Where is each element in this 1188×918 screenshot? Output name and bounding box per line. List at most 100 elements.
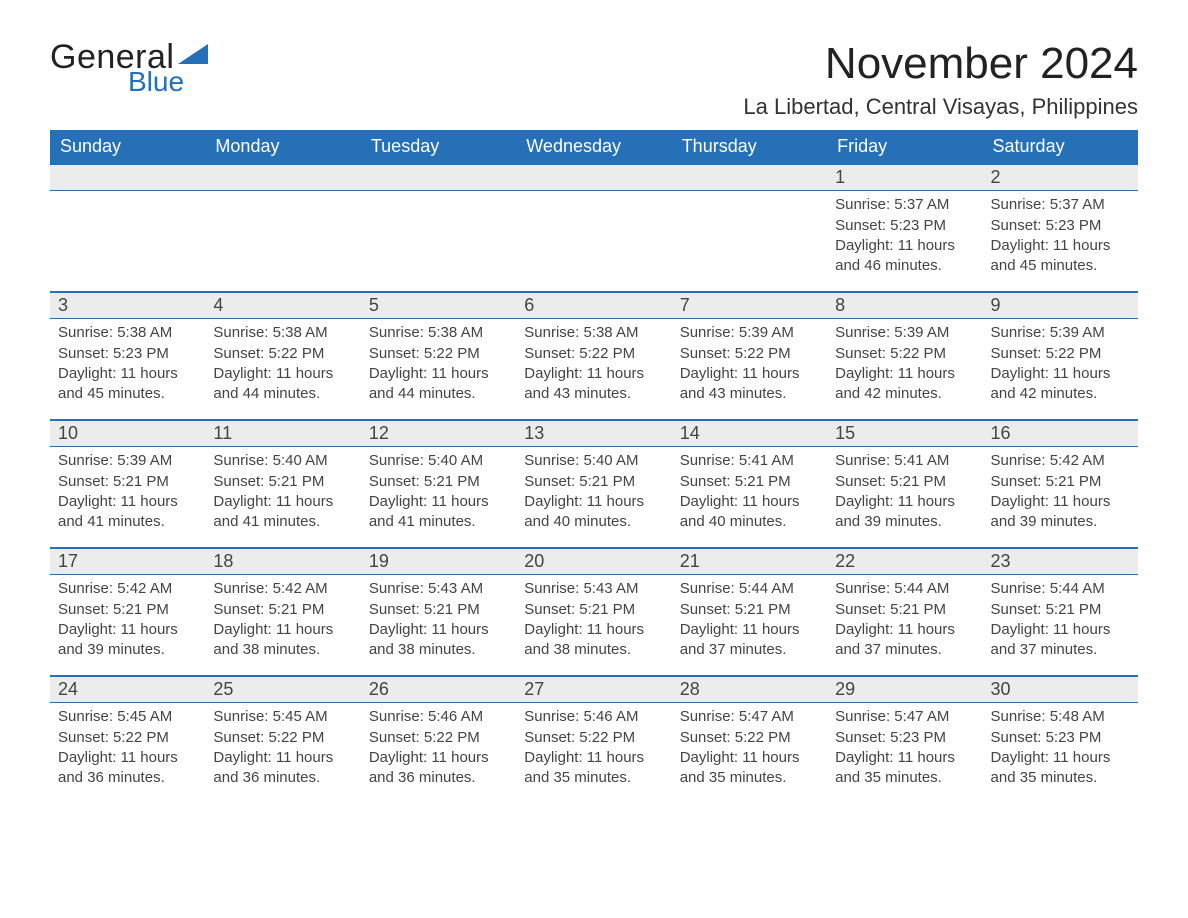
calendar-cell: 14Sunrise: 5:41 AMSunset: 5:21 PMDayligh… [672,419,827,547]
sunset-line: Sunset: 5:22 PM [835,344,974,364]
sunrise-line: Sunrise: 5:39 AM [835,323,974,343]
calendar-table: SundayMondayTuesdayWednesdayThursdayFrid… [50,130,1138,803]
sunset-line: Sunset: 5:21 PM [991,600,1130,620]
daylight-line: Daylight: 11 hours and 45 minutes. [991,236,1130,277]
day-details: Sunrise: 5:39 AMSunset: 5:22 PMDaylight:… [827,319,982,404]
sunset-line: Sunset: 5:21 PM [58,472,197,492]
calendar-cell: 23Sunrise: 5:44 AMSunset: 5:21 PMDayligh… [983,547,1138,675]
sunset-line: Sunset: 5:22 PM [213,344,352,364]
day-number: 23 [983,547,1138,575]
day-number: 7 [672,291,827,319]
day-number: 5 [361,291,516,319]
day-number: 20 [516,547,671,575]
day-number [50,163,205,191]
daylight-line: Daylight: 11 hours and 36 minutes. [213,748,352,789]
sunrise-line: Sunrise: 5:40 AM [524,451,663,471]
calendar-cell: 25Sunrise: 5:45 AMSunset: 5:22 PMDayligh… [205,675,360,803]
daylight-line: Daylight: 11 hours and 40 minutes. [524,492,663,533]
day-number: 30 [983,675,1138,703]
day-details: Sunrise: 5:37 AMSunset: 5:23 PMDaylight:… [827,191,982,276]
day-number: 11 [205,419,360,447]
sunset-line: Sunset: 5:21 PM [524,600,663,620]
day-details: Sunrise: 5:42 AMSunset: 5:21 PMDaylight:… [205,575,360,660]
calendar-cell [205,163,360,291]
sunset-line: Sunset: 5:22 PM [213,728,352,748]
day-details: Sunrise: 5:47 AMSunset: 5:22 PMDaylight:… [672,703,827,788]
daylight-line: Daylight: 11 hours and 43 minutes. [680,364,819,405]
sunset-line: Sunset: 5:23 PM [991,728,1130,748]
sunset-line: Sunset: 5:23 PM [835,728,974,748]
sunset-line: Sunset: 5:22 PM [369,344,508,364]
calendar-cell: 8Sunrise: 5:39 AMSunset: 5:22 PMDaylight… [827,291,982,419]
calendar-cell: 24Sunrise: 5:45 AMSunset: 5:22 PMDayligh… [50,675,205,803]
calendar-cell: 27Sunrise: 5:46 AMSunset: 5:22 PMDayligh… [516,675,671,803]
calendar-cell: 18Sunrise: 5:42 AMSunset: 5:21 PMDayligh… [205,547,360,675]
sunset-line: Sunset: 5:21 PM [524,472,663,492]
daylight-line: Daylight: 11 hours and 44 minutes. [369,364,508,405]
sunset-line: Sunset: 5:21 PM [213,600,352,620]
day-number: 1 [827,163,982,191]
day-number [672,163,827,191]
day-details: Sunrise: 5:48 AMSunset: 5:23 PMDaylight:… [983,703,1138,788]
calendar-week-row: 17Sunrise: 5:42 AMSunset: 5:21 PMDayligh… [50,547,1138,675]
calendar-cell: 30Sunrise: 5:48 AMSunset: 5:23 PMDayligh… [983,675,1138,803]
calendar-cell: 9Sunrise: 5:39 AMSunset: 5:22 PMDaylight… [983,291,1138,419]
sunrise-line: Sunrise: 5:46 AM [524,707,663,727]
sunset-line: Sunset: 5:22 PM [524,344,663,364]
day-number: 8 [827,291,982,319]
day-number: 15 [827,419,982,447]
brand-triangle-icon [178,44,208,68]
calendar-cell: 4Sunrise: 5:38 AMSunset: 5:22 PMDaylight… [205,291,360,419]
daylight-line: Daylight: 11 hours and 37 minutes. [680,620,819,661]
daylight-line: Daylight: 11 hours and 45 minutes. [58,364,197,405]
day-details: Sunrise: 5:43 AMSunset: 5:21 PMDaylight:… [516,575,671,660]
day-details: Sunrise: 5:45 AMSunset: 5:22 PMDaylight:… [50,703,205,788]
sunset-line: Sunset: 5:22 PM [524,728,663,748]
sunrise-line: Sunrise: 5:37 AM [991,195,1130,215]
day-details: Sunrise: 5:40 AMSunset: 5:21 PMDaylight:… [516,447,671,532]
calendar-cell: 10Sunrise: 5:39 AMSunset: 5:21 PMDayligh… [50,419,205,547]
sunset-line: Sunset: 5:22 PM [991,344,1130,364]
daylight-line: Daylight: 11 hours and 38 minutes. [369,620,508,661]
day-details: Sunrise: 5:37 AMSunset: 5:23 PMDaylight:… [983,191,1138,276]
day-details: Sunrise: 5:43 AMSunset: 5:21 PMDaylight:… [361,575,516,660]
calendar-cell: 28Sunrise: 5:47 AMSunset: 5:22 PMDayligh… [672,675,827,803]
day-details: Sunrise: 5:38 AMSunset: 5:23 PMDaylight:… [50,319,205,404]
day-number: 3 [50,291,205,319]
calendar-cell: 17Sunrise: 5:42 AMSunset: 5:21 PMDayligh… [50,547,205,675]
day-number: 16 [983,419,1138,447]
daylight-line: Daylight: 11 hours and 41 minutes. [58,492,197,533]
daylight-line: Daylight: 11 hours and 38 minutes. [213,620,352,661]
sunset-line: Sunset: 5:21 PM [680,472,819,492]
calendar-cell: 12Sunrise: 5:40 AMSunset: 5:21 PMDayligh… [361,419,516,547]
day-details: Sunrise: 5:45 AMSunset: 5:22 PMDaylight:… [205,703,360,788]
calendar-cell: 3Sunrise: 5:38 AMSunset: 5:23 PMDaylight… [50,291,205,419]
calendar-cell: 29Sunrise: 5:47 AMSunset: 5:23 PMDayligh… [827,675,982,803]
day-number: 25 [205,675,360,703]
daylight-line: Daylight: 11 hours and 35 minutes. [524,748,663,789]
sunrise-line: Sunrise: 5:41 AM [680,451,819,471]
sunset-line: Sunset: 5:21 PM [213,472,352,492]
sunrise-line: Sunrise: 5:42 AM [213,579,352,599]
day-number [205,163,360,191]
day-number: 22 [827,547,982,575]
weekday-header: Thursday [672,130,827,163]
calendar-page: General Blue November 2024 La Libertad, … [0,0,1188,863]
calendar-cell: 11Sunrise: 5:40 AMSunset: 5:21 PMDayligh… [205,419,360,547]
daylight-line: Daylight: 11 hours and 35 minutes. [835,748,974,789]
sunset-line: Sunset: 5:23 PM [835,216,974,236]
calendar-cell [50,163,205,291]
calendar-week-row: 3Sunrise: 5:38 AMSunset: 5:23 PMDaylight… [50,291,1138,419]
sunset-line: Sunset: 5:21 PM [369,600,508,620]
day-details: Sunrise: 5:40 AMSunset: 5:21 PMDaylight:… [205,447,360,532]
day-number: 12 [361,419,516,447]
calendar-header-row: SundayMondayTuesdayWednesdayThursdayFrid… [50,130,1138,163]
daylight-line: Daylight: 11 hours and 39 minutes. [58,620,197,661]
day-details: Sunrise: 5:46 AMSunset: 5:22 PMDaylight:… [361,703,516,788]
daylight-line: Daylight: 11 hours and 41 minutes. [369,492,508,533]
weekday-header: Saturday [983,130,1138,163]
calendar-cell: 26Sunrise: 5:46 AMSunset: 5:22 PMDayligh… [361,675,516,803]
daylight-line: Daylight: 11 hours and 35 minutes. [680,748,819,789]
day-details: Sunrise: 5:39 AMSunset: 5:21 PMDaylight:… [50,447,205,532]
weekday-header: Friday [827,130,982,163]
